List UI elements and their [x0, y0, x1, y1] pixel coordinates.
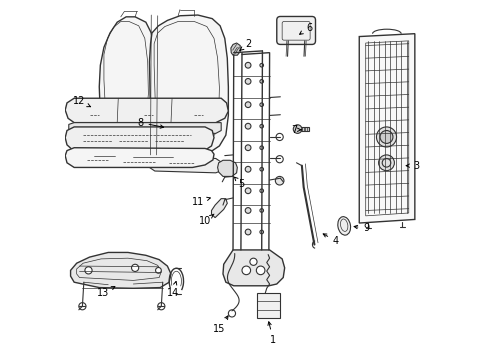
Circle shape — [244, 145, 250, 150]
Circle shape — [244, 188, 250, 194]
Text: 6: 6 — [299, 23, 311, 34]
Circle shape — [131, 264, 139, 271]
Polygon shape — [223, 250, 284, 286]
Polygon shape — [217, 160, 237, 176]
Circle shape — [244, 166, 250, 172]
Circle shape — [242, 266, 250, 275]
Circle shape — [379, 131, 392, 143]
Polygon shape — [69, 123, 221, 134]
Text: 12: 12 — [73, 96, 90, 107]
Circle shape — [244, 102, 250, 108]
Text: 11: 11 — [191, 197, 210, 207]
Circle shape — [155, 267, 161, 273]
Text: 4: 4 — [323, 234, 338, 246]
Polygon shape — [230, 43, 240, 55]
Polygon shape — [65, 127, 214, 153]
Text: 2: 2 — [240, 39, 251, 50]
Polygon shape — [359, 34, 414, 223]
Circle shape — [378, 155, 394, 171]
Text: 13: 13 — [97, 287, 115, 298]
Polygon shape — [65, 98, 228, 123]
Polygon shape — [301, 127, 308, 131]
Text: 10: 10 — [199, 214, 214, 226]
Text: 8: 8 — [137, 118, 163, 128]
Text: 14: 14 — [166, 282, 179, 298]
Polygon shape — [99, 17, 155, 157]
Circle shape — [249, 258, 257, 265]
Text: 1: 1 — [267, 322, 276, 345]
Polygon shape — [70, 252, 171, 288]
Polygon shape — [148, 155, 224, 173]
Polygon shape — [211, 199, 227, 218]
Circle shape — [275, 176, 284, 185]
Circle shape — [256, 266, 264, 275]
Polygon shape — [257, 293, 279, 318]
Circle shape — [85, 267, 92, 274]
Text: 7: 7 — [291, 125, 300, 135]
Text: 5: 5 — [234, 177, 244, 189]
Circle shape — [293, 125, 301, 134]
Circle shape — [376, 127, 396, 147]
Text: 15: 15 — [213, 316, 227, 334]
Text: 3: 3 — [406, 161, 419, 171]
Circle shape — [244, 78, 250, 84]
Polygon shape — [65, 148, 214, 167]
Circle shape — [244, 208, 250, 213]
Circle shape — [244, 229, 250, 235]
Text: 9: 9 — [353, 224, 369, 233]
Circle shape — [244, 62, 250, 68]
FancyBboxPatch shape — [276, 17, 315, 44]
Ellipse shape — [337, 217, 350, 235]
Circle shape — [244, 123, 250, 129]
Polygon shape — [149, 15, 228, 157]
